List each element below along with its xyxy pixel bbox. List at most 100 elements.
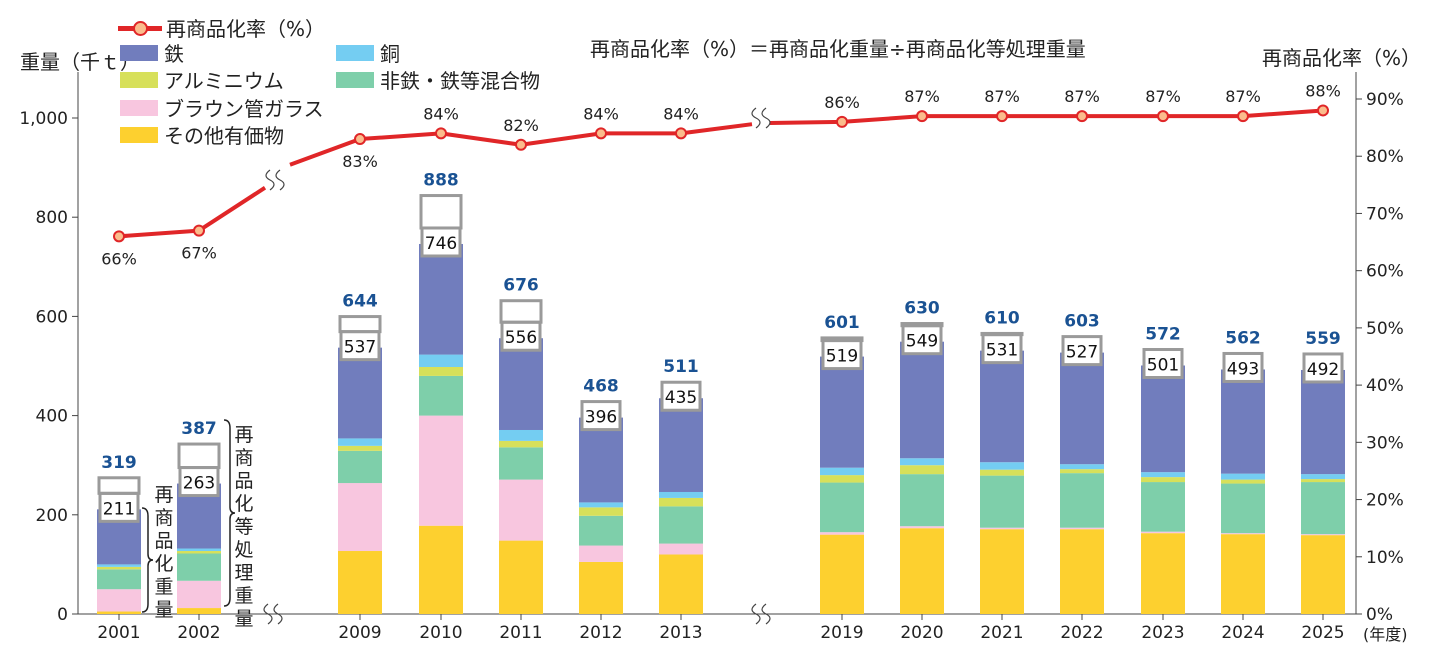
rate-marker bbox=[595, 127, 607, 140]
bar-segment bbox=[1060, 529, 1104, 614]
bar-segment bbox=[1301, 534, 1345, 536]
bar-segment bbox=[579, 507, 623, 516]
bar-total-box bbox=[339, 330, 381, 362]
bar-total-label: 549 bbox=[906, 332, 938, 352]
legend-item-mixed: 非鉄・鉄等混合物 bbox=[336, 65, 540, 94]
right-tick-label: 60% bbox=[1366, 262, 1404, 282]
bar-segment bbox=[97, 566, 141, 570]
rate-value-label: 67% bbox=[181, 244, 217, 263]
bar-segment bbox=[659, 554, 703, 614]
rate-value-label: 87% bbox=[1064, 87, 1100, 106]
legend-item-iron: 鉄 bbox=[120, 38, 184, 67]
processed-total-label: 676 bbox=[503, 276, 539, 296]
x-tick-label: 2019 bbox=[820, 623, 863, 643]
bar-segment bbox=[980, 529, 1024, 614]
formula-text: 再商品化率（%）＝再商品化重量÷再商品化等処理重量 bbox=[590, 37, 1086, 61]
bar-segment bbox=[900, 526, 944, 529]
rate-marker bbox=[1317, 104, 1329, 117]
processed-total-label: 603 bbox=[1064, 312, 1100, 332]
processed-box-outline bbox=[177, 442, 221, 470]
bar-segment bbox=[97, 569, 141, 590]
bar-total-box bbox=[981, 333, 1023, 365]
legend-label-crt-glass: ブラウン管ガラス bbox=[164, 97, 324, 121]
bar-segment bbox=[1221, 369, 1265, 474]
rate-marker bbox=[354, 133, 366, 146]
bar-segment bbox=[419, 415, 463, 526]
rate-value-label: 88% bbox=[1305, 81, 1341, 100]
legend-swatch-copper bbox=[336, 44, 374, 61]
bar-total-label: 531 bbox=[986, 341, 1018, 361]
x-tick-label: 2025 bbox=[1301, 623, 1344, 643]
bar-segment bbox=[1141, 533, 1185, 614]
bar-segment bbox=[900, 341, 944, 459]
bar-segment bbox=[900, 474, 944, 527]
bar-segment bbox=[97, 589, 141, 612]
bar-segment bbox=[1221, 534, 1265, 614]
bar-segment bbox=[338, 551, 382, 614]
bar-total-label: 396 bbox=[585, 408, 617, 428]
left-tick-label: 0 bbox=[57, 605, 68, 625]
bar-segment bbox=[338, 450, 382, 484]
x-tick-label: 2013 bbox=[659, 623, 702, 643]
bar-segment bbox=[97, 564, 141, 567]
bar-segment bbox=[177, 608, 221, 614]
legend-label-mixed: 非鉄・鉄等混合物 bbox=[380, 69, 540, 93]
rate-value-label: 87% bbox=[904, 87, 940, 106]
bar-segment bbox=[1221, 483, 1265, 534]
right-tick-label: 30% bbox=[1366, 433, 1404, 453]
bar-segment bbox=[1301, 482, 1345, 535]
bar-total-label: 501 bbox=[1147, 356, 1179, 376]
bar-segment bbox=[177, 580, 221, 609]
bar-segment bbox=[1141, 477, 1185, 483]
processed-total-label: 468 bbox=[583, 377, 619, 397]
bar-total-label: 527 bbox=[1066, 343, 1098, 363]
processed-boxes-group: 211 319 263 387 537 644 746 888 556 676 396 468 435 5… bbox=[97, 171, 1344, 523]
processed-total-label: 319 bbox=[101, 453, 137, 473]
right-tick-label: 90% bbox=[1366, 90, 1404, 110]
bar-segment bbox=[579, 561, 623, 614]
right-tick-label: 50% bbox=[1366, 319, 1404, 339]
processed-total-label: 387 bbox=[181, 419, 217, 439]
legend-label-copper: 銅 bbox=[380, 42, 400, 66]
bar-segment bbox=[980, 462, 1024, 470]
processed-box-outline bbox=[980, 331, 1024, 337]
bar-segment bbox=[1060, 473, 1104, 528]
legend: 再商品化率（%） 鉄 銅 アルミニウム 非鉄・鉄等混合物 ブラウン管ガラス その… bbox=[118, 10, 558, 148]
left-tick-label: 400 bbox=[36, 407, 68, 427]
x-tick-label: 2024 bbox=[1221, 623, 1264, 643]
axis-break-mark bbox=[761, 603, 771, 625]
rate-line-segment bbox=[118, 186, 267, 239]
bar-segment bbox=[980, 469, 1024, 476]
bar-segment bbox=[659, 491, 703, 498]
bar-segment bbox=[579, 417, 623, 503]
bar-segment bbox=[177, 548, 221, 552]
legend-item-aluminum: アルミニウム bbox=[120, 65, 284, 94]
x-tick-label: 2012 bbox=[579, 623, 622, 643]
legend-line-swatch bbox=[118, 20, 162, 36]
bar-segment bbox=[1141, 365, 1185, 473]
rate-marker bbox=[515, 138, 527, 151]
rate-value-label: 87% bbox=[1225, 87, 1261, 106]
bar-total-box bbox=[901, 324, 943, 356]
bracket-label-processed: 再商品化等処理重量 bbox=[234, 424, 254, 630]
bar-segment bbox=[1301, 535, 1345, 614]
bar-total-label: 211 bbox=[103, 499, 135, 519]
x-tick-label: 2021 bbox=[980, 623, 1023, 643]
axis-break-mark bbox=[273, 603, 283, 625]
x-tick-label: 2011 bbox=[499, 623, 542, 643]
x-tick-label: 2002 bbox=[177, 623, 220, 643]
bar-segment bbox=[980, 527, 1024, 530]
rate-line-group: 66% 67% 83% 84% 82% 84% 84% 86% 87% 87% 87% 87% 87% 8… bbox=[101, 81, 1341, 268]
bar-segment bbox=[419, 525, 463, 614]
processed-total-label: 511 bbox=[663, 357, 699, 377]
processed-total-label: 630 bbox=[904, 299, 940, 319]
bar-segment bbox=[820, 532, 864, 535]
bar-total-box bbox=[821, 339, 863, 371]
bar-segment bbox=[499, 338, 543, 430]
bar-segment bbox=[419, 375, 463, 416]
axis-break-mark bbox=[263, 603, 273, 625]
legend-item-other: その他有価物 bbox=[120, 120, 284, 149]
bar-segment bbox=[820, 534, 864, 614]
rate-marker bbox=[996, 110, 1008, 123]
